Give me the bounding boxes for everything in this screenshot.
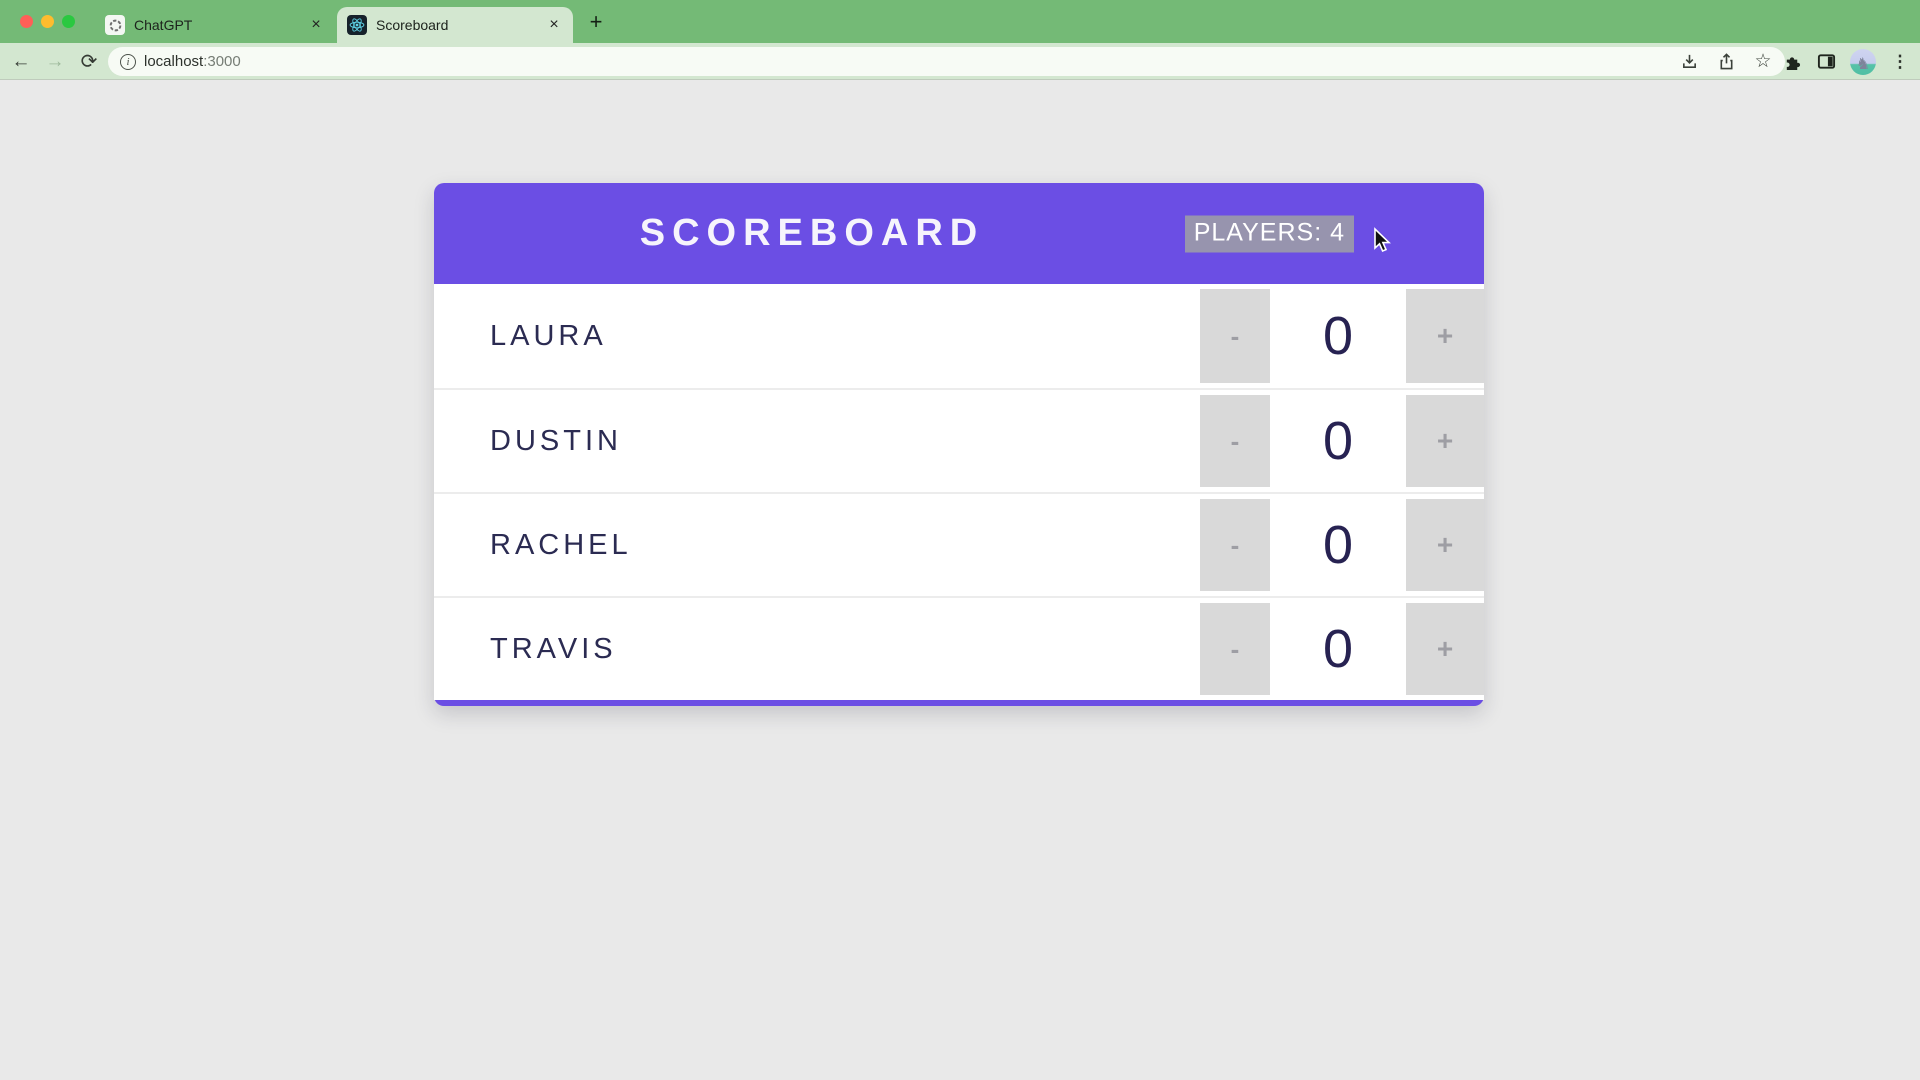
table-row: DUSTIN - 0 + xyxy=(434,388,1484,492)
table-row: TRAVIS - 0 + xyxy=(434,596,1484,700)
browser-tab-strip: ChatGPT × Scoreboard × + xyxy=(0,0,1920,43)
player-name: RACHEL xyxy=(490,528,632,561)
profile-avatar[interactable]: ♞ xyxy=(1850,48,1876,75)
download-icon[interactable] xyxy=(1679,52,1699,72)
tab-scoreboard-close-icon[interactable]: × xyxy=(549,16,559,33)
new-tab-button[interactable]: + xyxy=(589,9,603,34)
zoom-window-button[interactable] xyxy=(62,15,75,28)
page-content: SCOREBOARD PLAYERS: 4 LAURA - 0 + DUSTIN… xyxy=(0,80,1920,1079)
decrement-button[interactable]: - xyxy=(1200,289,1270,383)
player-score: 0 xyxy=(1322,306,1354,366)
close-window-button[interactable] xyxy=(20,15,33,28)
share-icon[interactable] xyxy=(1716,52,1736,72)
player-score: 0 xyxy=(1322,411,1354,471)
bookmark-star-icon[interactable]: ☆ xyxy=(1754,51,1772,72)
decrement-button[interactable]: - xyxy=(1200,395,1270,487)
tab-chatgpt-title: ChatGPT xyxy=(134,17,193,33)
avatar-figure: ♞ xyxy=(1855,55,1871,73)
increment-button[interactable]: + xyxy=(1406,395,1484,487)
increment-button[interactable]: + xyxy=(1406,499,1484,591)
increment-button[interactable]: + xyxy=(1406,603,1484,695)
player-name: TRAVIS xyxy=(490,632,617,665)
minimize-window-button[interactable] xyxy=(41,15,54,28)
tab-chatgpt-close-icon[interactable]: × xyxy=(311,16,321,33)
table-row: LAURA - 0 + xyxy=(434,284,1484,388)
window-controls xyxy=(20,15,75,28)
page-title: SCOREBOARD xyxy=(639,212,985,254)
scoreboard-header: SCOREBOARD PLAYERS: 4 xyxy=(434,183,1484,284)
mouse-cursor xyxy=(1374,227,1391,253)
forward-button[interactable]: → xyxy=(45,50,65,72)
url-port: :3000 xyxy=(203,53,241,70)
address-bar[interactable]: i localhost:3000 ☆ xyxy=(108,47,1785,76)
tab-scoreboard[interactable]: Scoreboard × xyxy=(337,7,573,43)
scoreboard-card: SCOREBOARD PLAYERS: 4 LAURA - 0 + DUSTIN… xyxy=(434,183,1484,706)
decrement-button[interactable]: - xyxy=(1200,499,1270,591)
player-name: DUSTIN xyxy=(490,424,622,457)
player-score: 0 xyxy=(1322,619,1354,679)
chatgpt-icon xyxy=(105,15,125,35)
url-host: localhost xyxy=(144,53,204,70)
tab-scoreboard-title: Scoreboard xyxy=(376,17,449,33)
tab-chatgpt[interactable]: ChatGPT × xyxy=(95,7,335,43)
react-icon xyxy=(347,15,367,35)
back-button[interactable]: ← xyxy=(11,50,31,72)
player-list: LAURA - 0 + DUSTIN - 0 + RACHEL - 0 + TR… xyxy=(434,284,1484,700)
table-row: RACHEL - 0 + xyxy=(434,492,1484,596)
browser-toolbar: ← → ⟳ i localhost:3000 ☆ xyxy=(0,43,1920,80)
players-count-label: PLAYERS: 4 xyxy=(1184,215,1354,252)
url-text: localhost:3000 xyxy=(144,53,241,70)
increment-button[interactable]: + xyxy=(1406,289,1484,383)
reload-button[interactable]: ⟳ xyxy=(80,51,98,73)
player-name: LAURA xyxy=(490,319,607,352)
side-panel-icon[interactable] xyxy=(1816,52,1836,72)
site-info-icon[interactable]: i xyxy=(120,53,136,70)
browser-menu-icon[interactable]: ⋮ xyxy=(1891,51,1909,71)
player-score: 0 xyxy=(1322,515,1354,575)
decrement-button[interactable]: - xyxy=(1200,603,1270,695)
extensions-puzzle-icon[interactable] xyxy=(1782,52,1802,72)
